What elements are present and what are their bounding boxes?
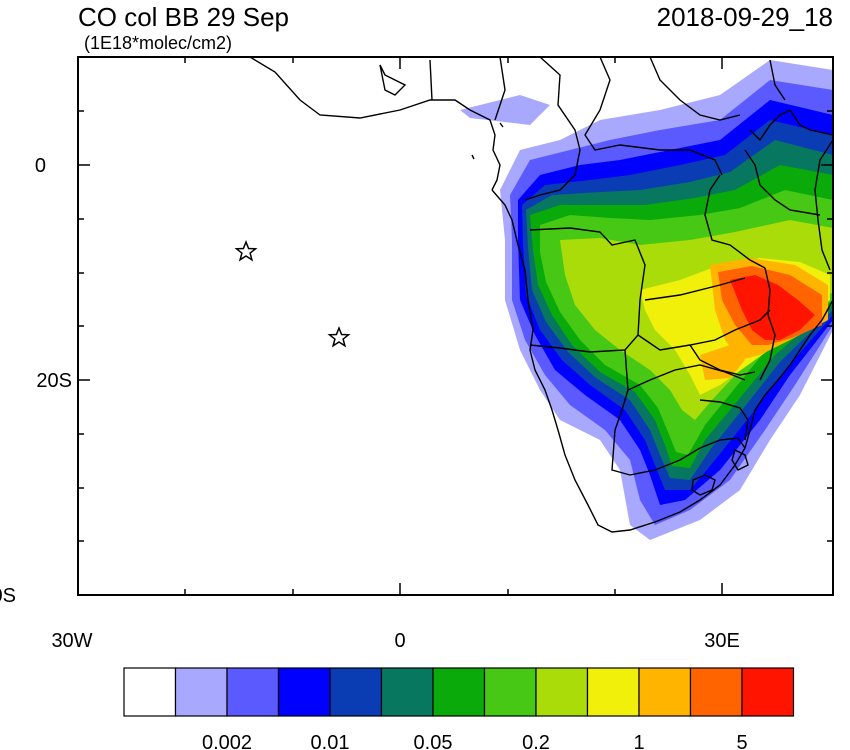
coastlines-borders (249, 57, 833, 533)
colorbar-swatch (586, 667, 640, 717)
map-content (78, 57, 833, 595)
colorbar-swatch (638, 667, 692, 717)
x-tick-label: 30E (704, 630, 740, 652)
colorbar-label: 1 (633, 732, 644, 750)
station-markers (234, 239, 351, 348)
colorbar-swatch (741, 667, 795, 717)
x-tick-label: 30W (51, 630, 92, 652)
colorbar-swatch (432, 667, 486, 717)
colorbar-label: 5 (736, 732, 747, 750)
colorbar-swatch (329, 667, 383, 717)
colorbar-label: 0.2 (522, 732, 550, 750)
colorbar-labels: 0.002 0.01 0.05 0.2 1 5 (202, 732, 748, 750)
colorbar-swatch (689, 667, 743, 717)
y-tick-label: 40S (0, 585, 16, 607)
y-tick-label: 0 (35, 155, 46, 177)
x-tick-label: 0 (394, 630, 405, 652)
colorbar-swatch (535, 667, 589, 717)
star-marker (234, 239, 258, 262)
plot-title: CO col BB 29 Sep (78, 2, 289, 32)
star-marker (327, 325, 351, 348)
colorbar-label: 0.01 (311, 732, 350, 750)
colorbar-swatch (123, 667, 177, 717)
colorbar-swatch (174, 667, 228, 717)
y-tick-label: 20S (36, 370, 72, 392)
colorbar (123, 667, 795, 717)
co-field (460, 60, 833, 540)
colorbar-label: 0.002 (202, 732, 252, 750)
colorbar-swatch (380, 667, 434, 717)
colorbar-label: 0.05 (414, 732, 453, 750)
units-label: (1E18*molec/cm2) (84, 33, 232, 53)
colorbar-swatch (226, 667, 280, 717)
tick-marks (78, 57, 833, 595)
colorbar-swatch (483, 667, 537, 717)
datetime-label: 2018-09-29_18 (657, 2, 833, 32)
colorbar-swatch (277, 667, 331, 717)
